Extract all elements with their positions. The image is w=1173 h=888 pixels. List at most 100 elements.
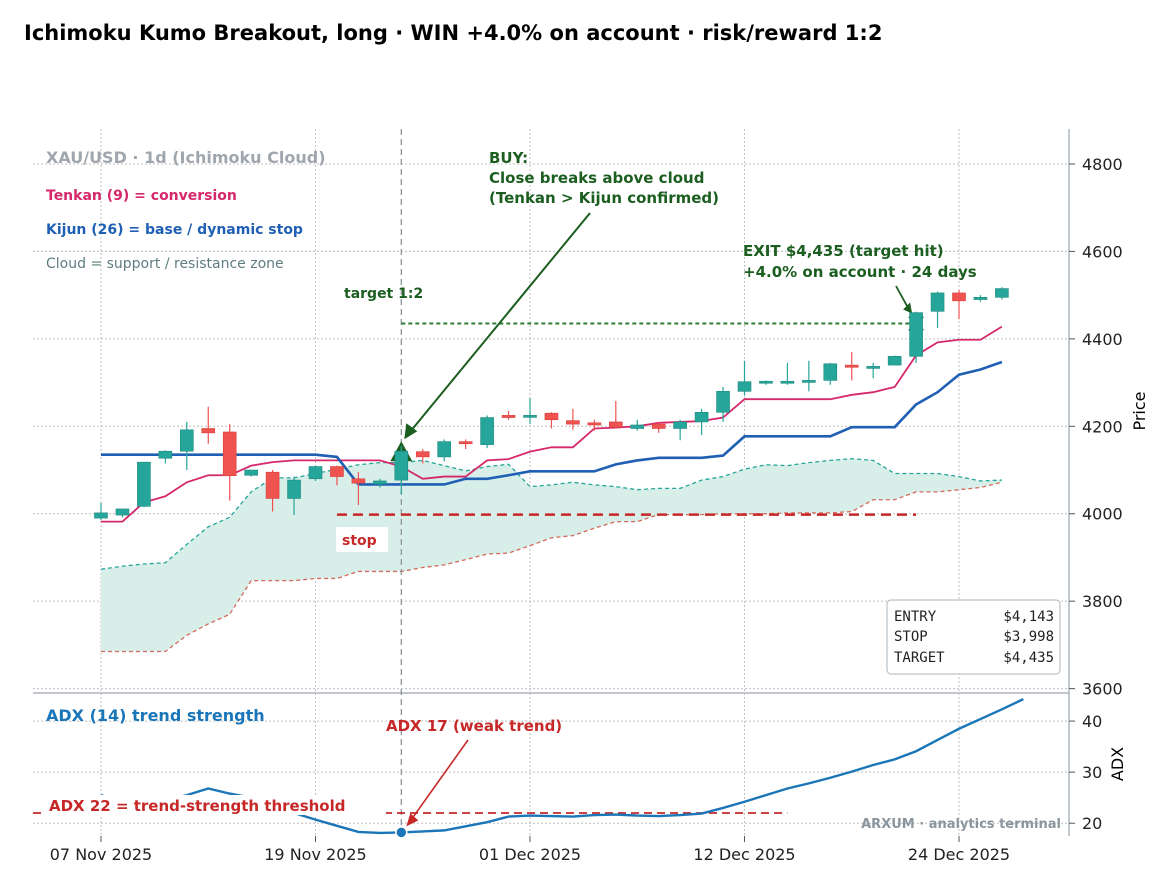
- candle-body: [909, 312, 923, 357]
- candle-body: [866, 366, 881, 369]
- candle-body: [716, 391, 730, 413]
- buy-line1: Close breaks above cloud: [489, 169, 704, 187]
- candle-body: [330, 466, 344, 477]
- candle-body: [415, 451, 430, 458]
- candle-body: [651, 423, 666, 429]
- adx-arrowhead: [406, 813, 419, 827]
- price-tick-label: 4200: [1082, 417, 1123, 436]
- candle-body: [930, 292, 945, 312]
- candle-body: [437, 441, 452, 458]
- ichimoku-lines: [101, 325, 1003, 523]
- buy-title: BUY:: [489, 149, 528, 167]
- symbol-label: XAU/USD · 1d (Ichimoku Cloud): [46, 148, 326, 167]
- candle-body: [201, 428, 216, 434]
- table-entry-val: $4,143: [1003, 609, 1054, 625]
- candle-body: [544, 412, 559, 421]
- candle-body: [480, 417, 494, 445]
- candle-body: [844, 364, 859, 368]
- adx-axis-title: ADX: [1108, 747, 1127, 781]
- candle-body: [351, 478, 366, 484]
- price-tick-label: 4000: [1082, 505, 1123, 524]
- levels-table-box: [886, 599, 1061, 675]
- candle-body: [973, 297, 988, 300]
- adx-tick-label: 40: [1082, 712, 1102, 731]
- adx-tick-label: 30: [1082, 763, 1102, 782]
- candle-body: [115, 508, 130, 516]
- kijun-line: [101, 360, 1003, 486]
- candle-body: [952, 292, 966, 302]
- candle-body: [394, 450, 409, 481]
- adx-arrow: [408, 739, 469, 823]
- threshold-label-bg: [44, 795, 386, 815]
- candle-body: [265, 471, 280, 499]
- legend-kijun: Kijun (26) = base / dynamic stop: [46, 222, 303, 238]
- adx-tick-label: 20: [1082, 814, 1102, 833]
- candle-body: [308, 466, 323, 480]
- price-tick-label: 4800: [1082, 155, 1123, 174]
- exit-arrowhead: [903, 302, 913, 314]
- candle-body: [158, 450, 173, 459]
- candle-body: [287, 479, 301, 499]
- senkou-span-b: [101, 481, 1003, 653]
- buy-arrowhead: [404, 423, 418, 440]
- candle-body: [823, 363, 838, 381]
- adx-point-label: ADX 17 (weak trend): [386, 717, 562, 735]
- candle-body: [887, 356, 902, 366]
- candle-body: [137, 461, 151, 507]
- ichimoku-cloud: [100, 458, 1003, 653]
- candle-body: [630, 424, 645, 429]
- legend-tenkan: Tenkan (9) = conversion: [46, 188, 237, 204]
- price-axis-title: Price: [1130, 391, 1149, 430]
- stop-label-bg: [336, 527, 388, 552]
- buy-arrow: [406, 212, 591, 436]
- candle-body: [780, 380, 795, 384]
- table-stop-val: $3,998: [1003, 629, 1054, 645]
- candle-body: [608, 421, 623, 428]
- adx-label: ADX (14) trend strength: [46, 706, 265, 725]
- axes: 3600 3800 4000 4200 4400 4600 4800 20 30 40 07 Nov…: [50, 155, 1123, 864]
- candle-body: [673, 421, 687, 429]
- cloud-fill: [101, 458, 1002, 652]
- candle-body: [94, 512, 108, 519]
- table-entry-key: ENTRY: [894, 609, 937, 625]
- price-tick-label: 3600: [1082, 680, 1123, 699]
- candle-body: [222, 431, 237, 477]
- candle-body: [566, 420, 580, 425]
- candle-body: [759, 380, 773, 384]
- candle-body: [995, 288, 1009, 298]
- time-tick-label: 12 Dec 2025: [693, 845, 795, 864]
- candle-body: [587, 422, 602, 426]
- tenkan-line: [101, 325, 1003, 523]
- candle-body: [458, 441, 473, 445]
- watermark: ARXUM · analytics terminal: [861, 817, 1061, 832]
- senkou-span-a: [100, 458, 1002, 570]
- candle-body: [523, 415, 537, 418]
- table-stop-key: STOP: [894, 629, 928, 645]
- price-tick-label: 4400: [1082, 330, 1123, 349]
- adx-entry-point: [395, 826, 408, 839]
- table-target-val: $4,435: [1003, 650, 1054, 666]
- candle-body: [373, 480, 387, 485]
- target-label: target 1:2: [344, 286, 423, 302]
- time-tick-label: 01 Dec 2025: [479, 845, 581, 864]
- exit-line2: +4.0% on account · 24 days: [743, 263, 977, 281]
- stop-label: stop: [342, 533, 377, 549]
- price-tick-label: 4600: [1082, 242, 1123, 261]
- time-tick-label: 24 Dec 2025: [908, 845, 1010, 864]
- buy-line2: (Tenkan > Kijun confirmed): [489, 189, 719, 207]
- candle-body: [501, 415, 516, 418]
- exit-line1: EXIT $4,435 (target hit): [743, 242, 944, 260]
- table-target-key: TARGET: [894, 650, 945, 666]
- time-tick-label: 19 Nov 2025: [264, 845, 366, 864]
- time-tick-label: 07 Nov 2025: [50, 845, 152, 864]
- candle-body: [180, 429, 194, 452]
- price-tick-label: 3800: [1082, 592, 1123, 611]
- panel-frames: [33, 129, 1070, 836]
- candles: [94, 287, 1009, 521]
- chart-title: Ichimoku Kumo Breakout, long · WIN +4.0%…: [24, 21, 882, 45]
- legend-cloud: Cloud = support / resistance zone: [46, 256, 284, 272]
- candle-body: [244, 469, 258, 476]
- candle-body: [802, 380, 816, 383]
- candle-body: [694, 412, 709, 423]
